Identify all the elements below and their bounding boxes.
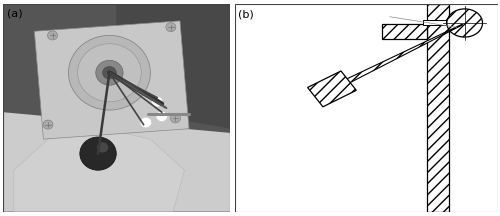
Circle shape — [80, 137, 116, 170]
Bar — [423, 21, 446, 25]
Circle shape — [43, 120, 53, 129]
Circle shape — [156, 99, 160, 102]
Polygon shape — [2, 112, 230, 212]
Circle shape — [161, 114, 164, 117]
Circle shape — [447, 9, 482, 37]
Text: (a): (a) — [7, 8, 22, 18]
Bar — [426, 4, 449, 212]
Text: (b): (b) — [238, 10, 254, 19]
Polygon shape — [116, 4, 230, 129]
Circle shape — [97, 142, 108, 152]
Polygon shape — [34, 21, 189, 139]
Polygon shape — [14, 129, 184, 212]
Circle shape — [156, 111, 168, 121]
Circle shape — [170, 114, 180, 123]
Circle shape — [78, 44, 142, 102]
Circle shape — [166, 22, 176, 32]
Polygon shape — [346, 24, 463, 83]
Circle shape — [140, 117, 151, 128]
Circle shape — [48, 31, 58, 40]
Circle shape — [152, 97, 163, 107]
Polygon shape — [308, 71, 356, 107]
Circle shape — [102, 67, 116, 79]
Polygon shape — [2, 4, 230, 212]
Circle shape — [68, 35, 150, 110]
Bar — [382, 24, 426, 38]
Circle shape — [145, 120, 149, 123]
Circle shape — [96, 60, 123, 85]
